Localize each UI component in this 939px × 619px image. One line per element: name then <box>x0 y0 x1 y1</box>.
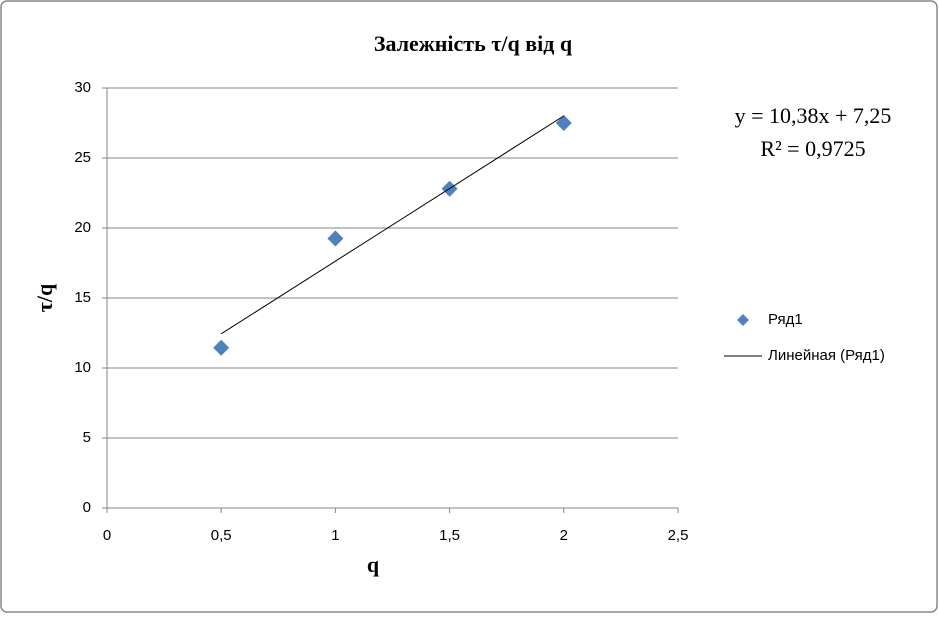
data-point <box>327 230 344 247</box>
trend-r2: R² = 0,9725 <box>760 136 865 161</box>
data-point <box>213 339 230 356</box>
y-tick-label: 15 <box>74 289 91 306</box>
trend-equation: y = 10,38x + 7,25 <box>735 103 892 128</box>
y-tick-label: 25 <box>74 149 91 166</box>
y-tick-label: 5 <box>83 429 91 446</box>
x-tick-label: 1 <box>331 527 339 544</box>
chart-title: Залежність τ/q від q <box>374 31 573 56</box>
y-tick-label: 30 <box>74 79 91 96</box>
y-tick-label: 0 <box>83 499 91 516</box>
legend-label: Ряд1 <box>768 311 803 328</box>
y-axis-label: τ/q <box>32 283 57 312</box>
x-tick-label: 1,5 <box>439 527 460 544</box>
trend-line <box>220 115 565 335</box>
data-point <box>555 115 572 131</box>
legend-marker <box>737 314 749 326</box>
x-tick-label: 2,5 <box>668 527 689 544</box>
x-tick-label: 0,5 <box>211 527 232 544</box>
x-tick-label: 2 <box>560 527 568 544</box>
y-tick-label: 10 <box>74 359 91 376</box>
y-tick-label: 20 <box>74 219 91 236</box>
x-tick-label: 0 <box>103 527 111 544</box>
legend-label: Линейная (Ряд1) <box>768 347 885 364</box>
x-axis-label: q <box>367 552 380 577</box>
